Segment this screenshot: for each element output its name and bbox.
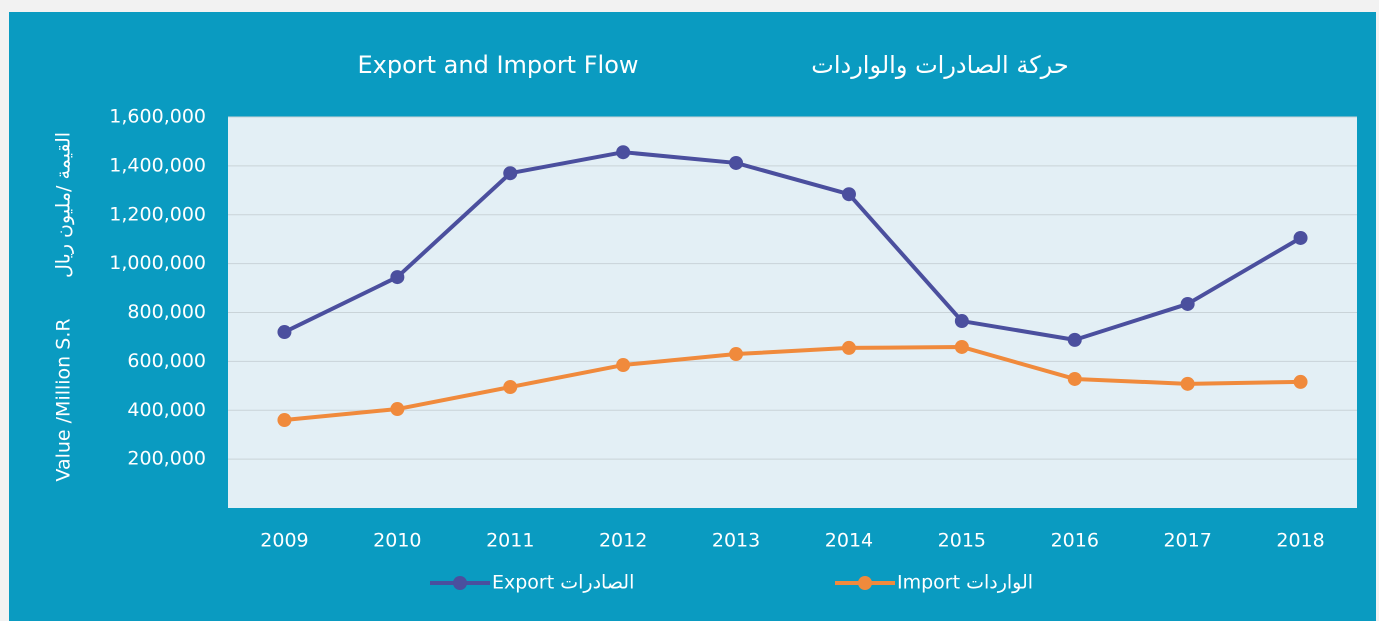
data-point <box>616 145 631 160</box>
x-tick-label: 2014 <box>825 530 873 552</box>
x-tick-label: 2012 <box>599 530 647 552</box>
legend-marker <box>453 576 467 590</box>
y-tick-label: 400,000 <box>127 399 206 421</box>
x-tick-label: 2011 <box>486 530 534 552</box>
x-tick-label: 2009 <box>260 530 308 552</box>
x-tick-label: 2010 <box>373 530 421 552</box>
legend-marker <box>858 576 872 590</box>
data-point <box>277 325 292 340</box>
data-point <box>841 340 856 355</box>
y-tick-label: 1,000,000 <box>109 252 206 274</box>
data-point <box>1067 332 1082 347</box>
y-tick-label: 1,200,000 <box>109 203 206 225</box>
data-point <box>1180 296 1195 311</box>
data-point <box>616 358 631 373</box>
y-tick-label: 1,400,000 <box>109 154 206 176</box>
data-point <box>1293 230 1308 245</box>
y-tick-label: 800,000 <box>127 301 206 323</box>
y-tick-label: 200,000 <box>127 448 206 470</box>
data-point <box>729 347 744 362</box>
data-point <box>729 155 744 170</box>
chart-title-ar: حركة الصادرات والواردات <box>811 51 1068 79</box>
series-line <box>284 344 1301 423</box>
x-tick-label: 2013 <box>712 530 760 552</box>
chart-title: Export and Import Flow <box>357 51 638 79</box>
data-point <box>1293 374 1308 389</box>
x-tick-label: 2018 <box>1276 530 1324 552</box>
data-point <box>503 166 518 181</box>
x-tick-label: 2017 <box>1163 530 1211 552</box>
series-line <box>283 150 1302 342</box>
data-point <box>954 314 969 329</box>
y-axis-label-ar: القيمة /مليون ريال <box>53 132 75 278</box>
data-point <box>841 187 856 202</box>
data-point <box>277 413 292 428</box>
y-axis-label: Value /Million S.R <box>53 318 75 481</box>
data-point <box>390 402 405 417</box>
x-tick-label: 2016 <box>1051 530 1099 552</box>
data-point <box>954 339 969 354</box>
y-tick-label: 1,600,000 <box>109 106 206 128</box>
legend-label: الواردات Import <box>897 572 1033 594</box>
data-point <box>503 380 518 395</box>
legend-label: الصادرات Export <box>492 572 634 594</box>
y-tick-label: 600,000 <box>127 350 206 372</box>
data-point <box>1067 371 1082 386</box>
x-tick-label: 2015 <box>938 530 986 552</box>
data-point <box>390 270 405 285</box>
data-point <box>1180 376 1195 391</box>
